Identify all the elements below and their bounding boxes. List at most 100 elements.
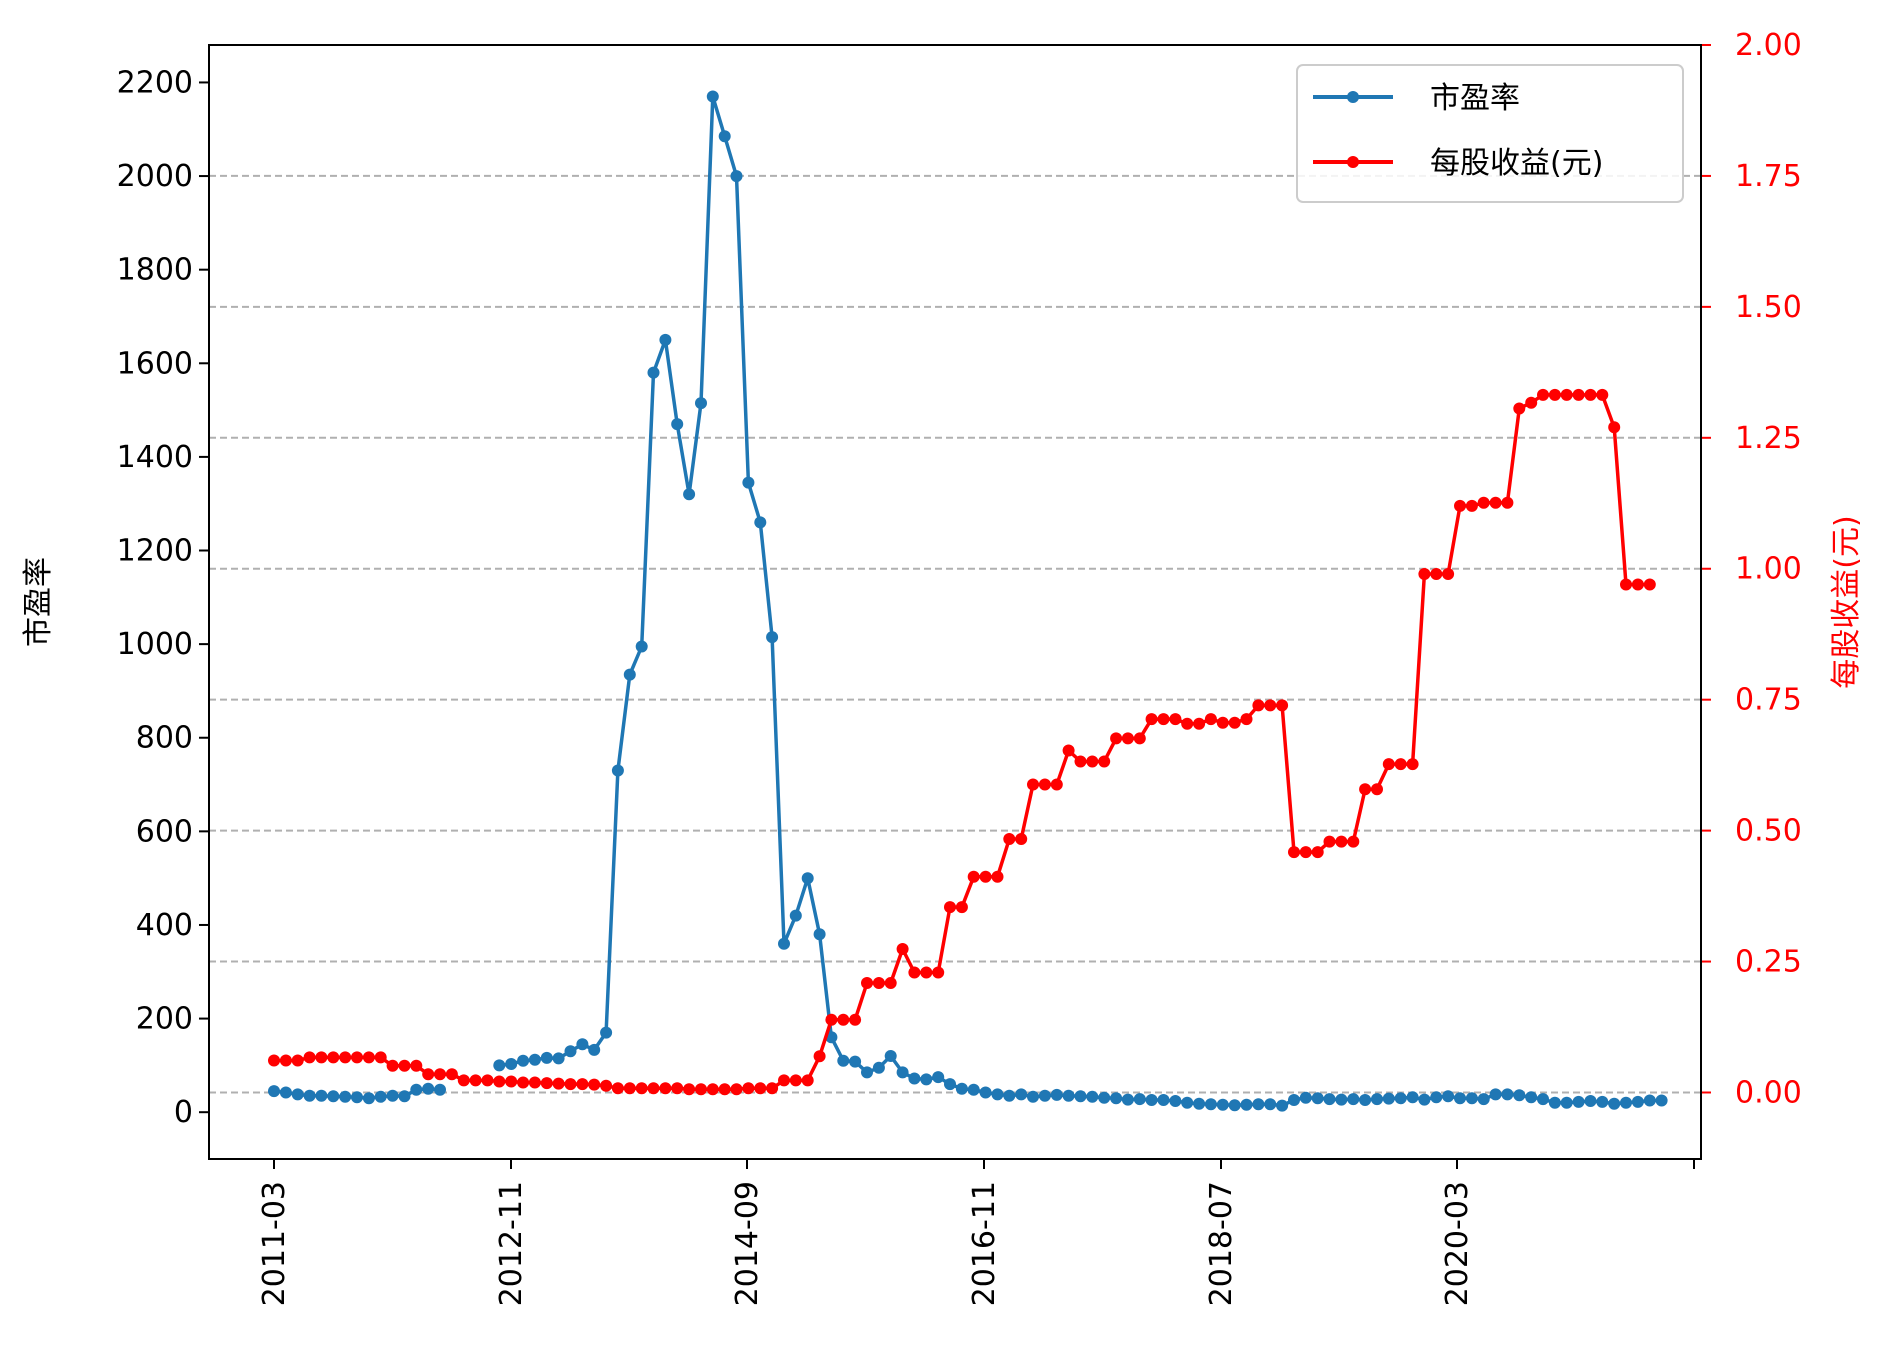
data-point [623,1082,636,1095]
data-point [410,1083,423,1096]
data-point [837,1013,850,1026]
data-point [386,1059,399,1072]
data-point [1489,496,1502,509]
data-point [1110,732,1123,745]
left-tick-label: 1800 [117,253,193,288]
data-point [849,1055,862,1068]
right-tick-label: 1.75 [1735,159,1802,194]
data-point [517,1054,530,1067]
data-point [1121,732,1134,745]
data-point [1382,1092,1395,1105]
data-point [1477,496,1490,509]
data-point [1620,578,1632,591]
data-point [540,1077,553,1090]
data-point [706,90,719,103]
x-tick-label: 2020-03 [1440,1181,1475,1306]
data-point [1038,1089,1051,1102]
data-point [1501,496,1514,509]
data-point [327,1090,340,1103]
left-tick-label: 0 [174,1095,193,1130]
x-axis: 2011-03 2012-11 2014-09 2016-11 2018-07 2020-… [257,1159,1695,1306]
data-point [1430,1091,1443,1104]
right-tick-label: 0.50 [1735,814,1802,849]
data-point [967,1083,980,1096]
data-point [1560,388,1573,401]
data-point [588,1078,601,1091]
legend-label-eps: 每股收益(元) [1430,146,1603,181]
x-tick-label: 2011-03 [257,1181,292,1306]
data-point [1299,1091,1312,1104]
data-point [635,640,648,653]
data-point [659,333,672,346]
data-point [647,1082,660,1095]
right-tick-label: 1.50 [1735,290,1802,325]
data-point [528,1076,541,1089]
data-point [303,1051,316,1064]
data-point [1442,568,1455,580]
data-point [944,1078,956,1091]
series-pe [268,90,1668,1112]
data-point [1572,388,1585,401]
data-point [718,130,731,143]
data-point [481,1074,494,1087]
x-tick-label: 2016-11 [967,1181,1002,1306]
data-point [1347,1093,1360,1106]
data-point [1015,833,1028,845]
data-point [303,1089,316,1102]
data-point [505,1075,518,1088]
data-point [1537,388,1549,401]
legend: 市盈率 每股收益(元) [1296,64,1684,203]
data-point [1335,835,1348,848]
data-point [291,1054,304,1067]
data-point [861,977,873,989]
data-point [1121,1093,1134,1106]
legend-marker-eps [1347,156,1359,168]
data-point [1548,388,1561,401]
data-point [351,1091,363,1104]
data-point [766,631,779,644]
data-point [955,901,968,914]
data-point [1465,1092,1478,1105]
data-point [1288,1094,1300,1106]
series-eps [268,388,1656,1096]
data-point [1501,1088,1514,1101]
data-point [813,928,826,941]
data-point [291,1088,304,1101]
data-point [279,1086,292,1099]
data-point [861,1066,873,1079]
data-point [1216,716,1229,729]
plot-frame [208,44,1702,1160]
data-point [1098,755,1111,768]
right-tick-label: 1.00 [1735,552,1802,587]
right-tick-label: 0.75 [1735,683,1802,718]
data-point [1015,1088,1028,1101]
data-point [588,1043,601,1056]
left-tick-label: 1000 [117,627,193,662]
data-point [1525,396,1538,409]
data-point [908,966,921,979]
data-point [801,872,814,885]
data-point [813,1050,826,1063]
data-point [991,870,1004,883]
data-point [623,668,636,681]
data-point [505,1058,518,1070]
data-point [1347,835,1360,848]
data-point [1406,758,1419,771]
data-point [932,1071,945,1084]
data-point [1086,755,1099,768]
data-point [706,1083,719,1096]
data-point [1608,421,1621,434]
left-tick-label: 1200 [117,534,193,569]
left-tick-label: 1400 [117,440,193,475]
data-point [1157,713,1170,726]
data-point [1074,755,1087,768]
data-point [778,1074,790,1087]
data-point [1584,1095,1597,1107]
data-point [422,1068,435,1081]
data-point [1145,1094,1158,1106]
right-tick-label: 0.25 [1735,945,1802,980]
data-point [837,1054,850,1067]
data-point [1548,1096,1561,1109]
left-tick-label: 400 [136,908,193,943]
